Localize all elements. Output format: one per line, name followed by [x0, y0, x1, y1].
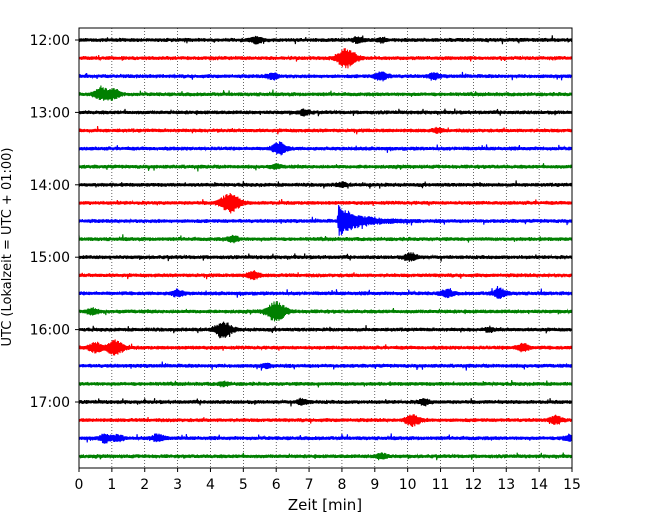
seismic-trace-1700: [78, 397, 573, 407]
x-tick-label: 15: [563, 477, 581, 493]
seismic-trace-1230: [78, 71, 573, 82]
y-tick-label: 16:00: [30, 323, 70, 339]
seismic-trace-1430: [78, 204, 573, 236]
seismic-trace-1515: [78, 270, 573, 281]
plot-background: [79, 28, 572, 468]
seismic-traces: [78, 35, 573, 461]
seismic-trace-1415: [78, 193, 573, 214]
x-tick-label: 11: [432, 477, 450, 493]
seismic-trace-1500: [78, 252, 573, 262]
y-tick-label: 15:00: [30, 250, 70, 266]
x-tick-label: 14: [530, 477, 548, 493]
x-tick-label: 3: [173, 477, 182, 493]
seismic-trace-1330: [78, 141, 573, 156]
seismic-trace-1630: [78, 361, 573, 371]
seismic-trace-1245: [78, 85, 573, 101]
x-tick-label: 13: [497, 477, 515, 493]
seismic-trace-1315: [78, 126, 573, 135]
seismic-trace-1730: [78, 433, 573, 444]
x-tick-label: 7: [305, 477, 314, 493]
seismic-trace-1345: [78, 163, 573, 172]
seismic-trace-1400: [78, 180, 573, 189]
x-axis-ticks: 0 1 2 3 4 5 6 7 8 9 10 11 12 13 14 15: [75, 468, 581, 493]
seismic-trace-1715: [78, 414, 573, 428]
x-tick-label: 10: [399, 477, 417, 493]
x-tick-label: 4: [206, 477, 215, 493]
x-tick-label: 12: [464, 477, 482, 493]
seismic-trace-1545: [78, 301, 573, 322]
y-tick-label: 17:00: [30, 395, 70, 411]
y-tick-label: 13:00: [30, 105, 70, 121]
seismic-trace-1615: [78, 339, 573, 356]
seismic-trace-1600: [78, 321, 573, 339]
plot-frame: [78, 27, 573, 469]
x-tick-label: 1: [107, 477, 116, 493]
seismic-trace-1300: [78, 108, 573, 117]
y-axis-label: UTC (Lokalzeit = UTC + 01:00): [0, 148, 15, 347]
x-tick-label: 9: [370, 477, 379, 493]
seismic-trace-1645: [78, 379, 573, 388]
seismic-trace-1215: [78, 48, 573, 69]
seismic-trace-1200: [78, 35, 573, 45]
x-axis-label: Zeit [min]: [288, 496, 362, 514]
seismic-trace-1530: [78, 286, 573, 299]
y-tick-label: 12:00: [30, 33, 70, 49]
vertical-gridlines: [111, 28, 540, 468]
seismic-trace-1745: [78, 452, 573, 461]
y-tick-label: 14:00: [30, 178, 70, 194]
x-tick-label: 6: [272, 477, 281, 493]
seismic-trace-1445: [78, 234, 573, 244]
x-tick-label: 0: [75, 477, 84, 493]
x-tick-label: 8: [337, 477, 346, 493]
x-tick-label: 5: [239, 477, 248, 493]
x-tick-label: 2: [140, 477, 149, 493]
y-axis-ticks: 12:00 13:00 14:00 15:00 16:00 17:00: [30, 33, 79, 411]
